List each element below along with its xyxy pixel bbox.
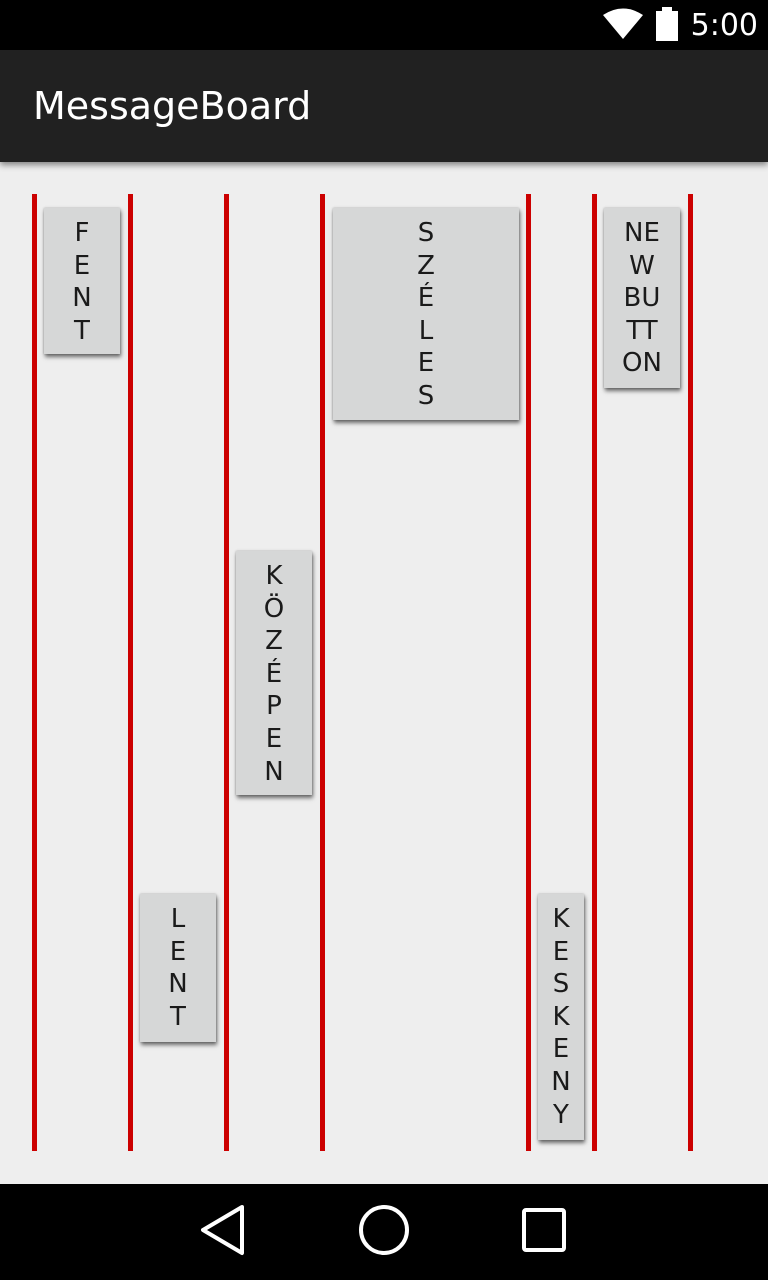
back-icon bbox=[198, 1204, 246, 1260]
kozepen-button-label: K Ö Z É P E N bbox=[263, 561, 285, 787]
szeles-button-label: S Z É L E S bbox=[417, 218, 435, 411]
keskeny-button[interactable]: K E S K E N Y bbox=[538, 894, 584, 1140]
lent-button-label: L E N T bbox=[168, 904, 188, 1032]
column-divider bbox=[320, 194, 325, 1151]
app-bar: MessageBoard bbox=[0, 50, 768, 162]
column-divider bbox=[688, 194, 693, 1151]
app-title: MessageBoard bbox=[33, 84, 312, 128]
home-button[interactable] bbox=[336, 1184, 432, 1280]
status-bar: 5:00 bbox=[0, 0, 768, 50]
back-button[interactable] bbox=[174, 1184, 270, 1280]
fent-button-label: F E N T bbox=[72, 218, 92, 346]
battery-icon bbox=[655, 7, 679, 45]
wifi-icon bbox=[602, 8, 643, 44]
navigation-bar bbox=[0, 1184, 768, 1280]
keskeny-button-label: K E S K E N Y bbox=[551, 904, 571, 1130]
lent-button[interactable]: L E N T bbox=[140, 894, 216, 1042]
kozepen-button[interactable]: K Ö Z É P E N bbox=[236, 551, 312, 795]
column-divider bbox=[32, 194, 37, 1151]
column-divider bbox=[128, 194, 133, 1151]
column-divider bbox=[224, 194, 229, 1151]
new-button[interactable]: NE W BU TT ON bbox=[604, 208, 680, 388]
column-divider bbox=[592, 194, 597, 1151]
status-time: 5:00 bbox=[690, 8, 758, 43]
szeles-button[interactable]: S Z É L E S bbox=[333, 208, 519, 420]
new-button-label: NE W BU TT ON bbox=[622, 218, 662, 379]
home-icon bbox=[358, 1204, 410, 1260]
status-icons: 5:00 bbox=[602, 6, 758, 46]
content-area: F E N T S Z É L E S NE W BU TT ON K Ö Z … bbox=[0, 162, 768, 1184]
recents-button[interactable] bbox=[496, 1184, 592, 1280]
fent-button[interactable]: F E N T bbox=[44, 208, 120, 354]
recents-icon bbox=[521, 1207, 567, 1257]
column-divider bbox=[526, 194, 531, 1151]
